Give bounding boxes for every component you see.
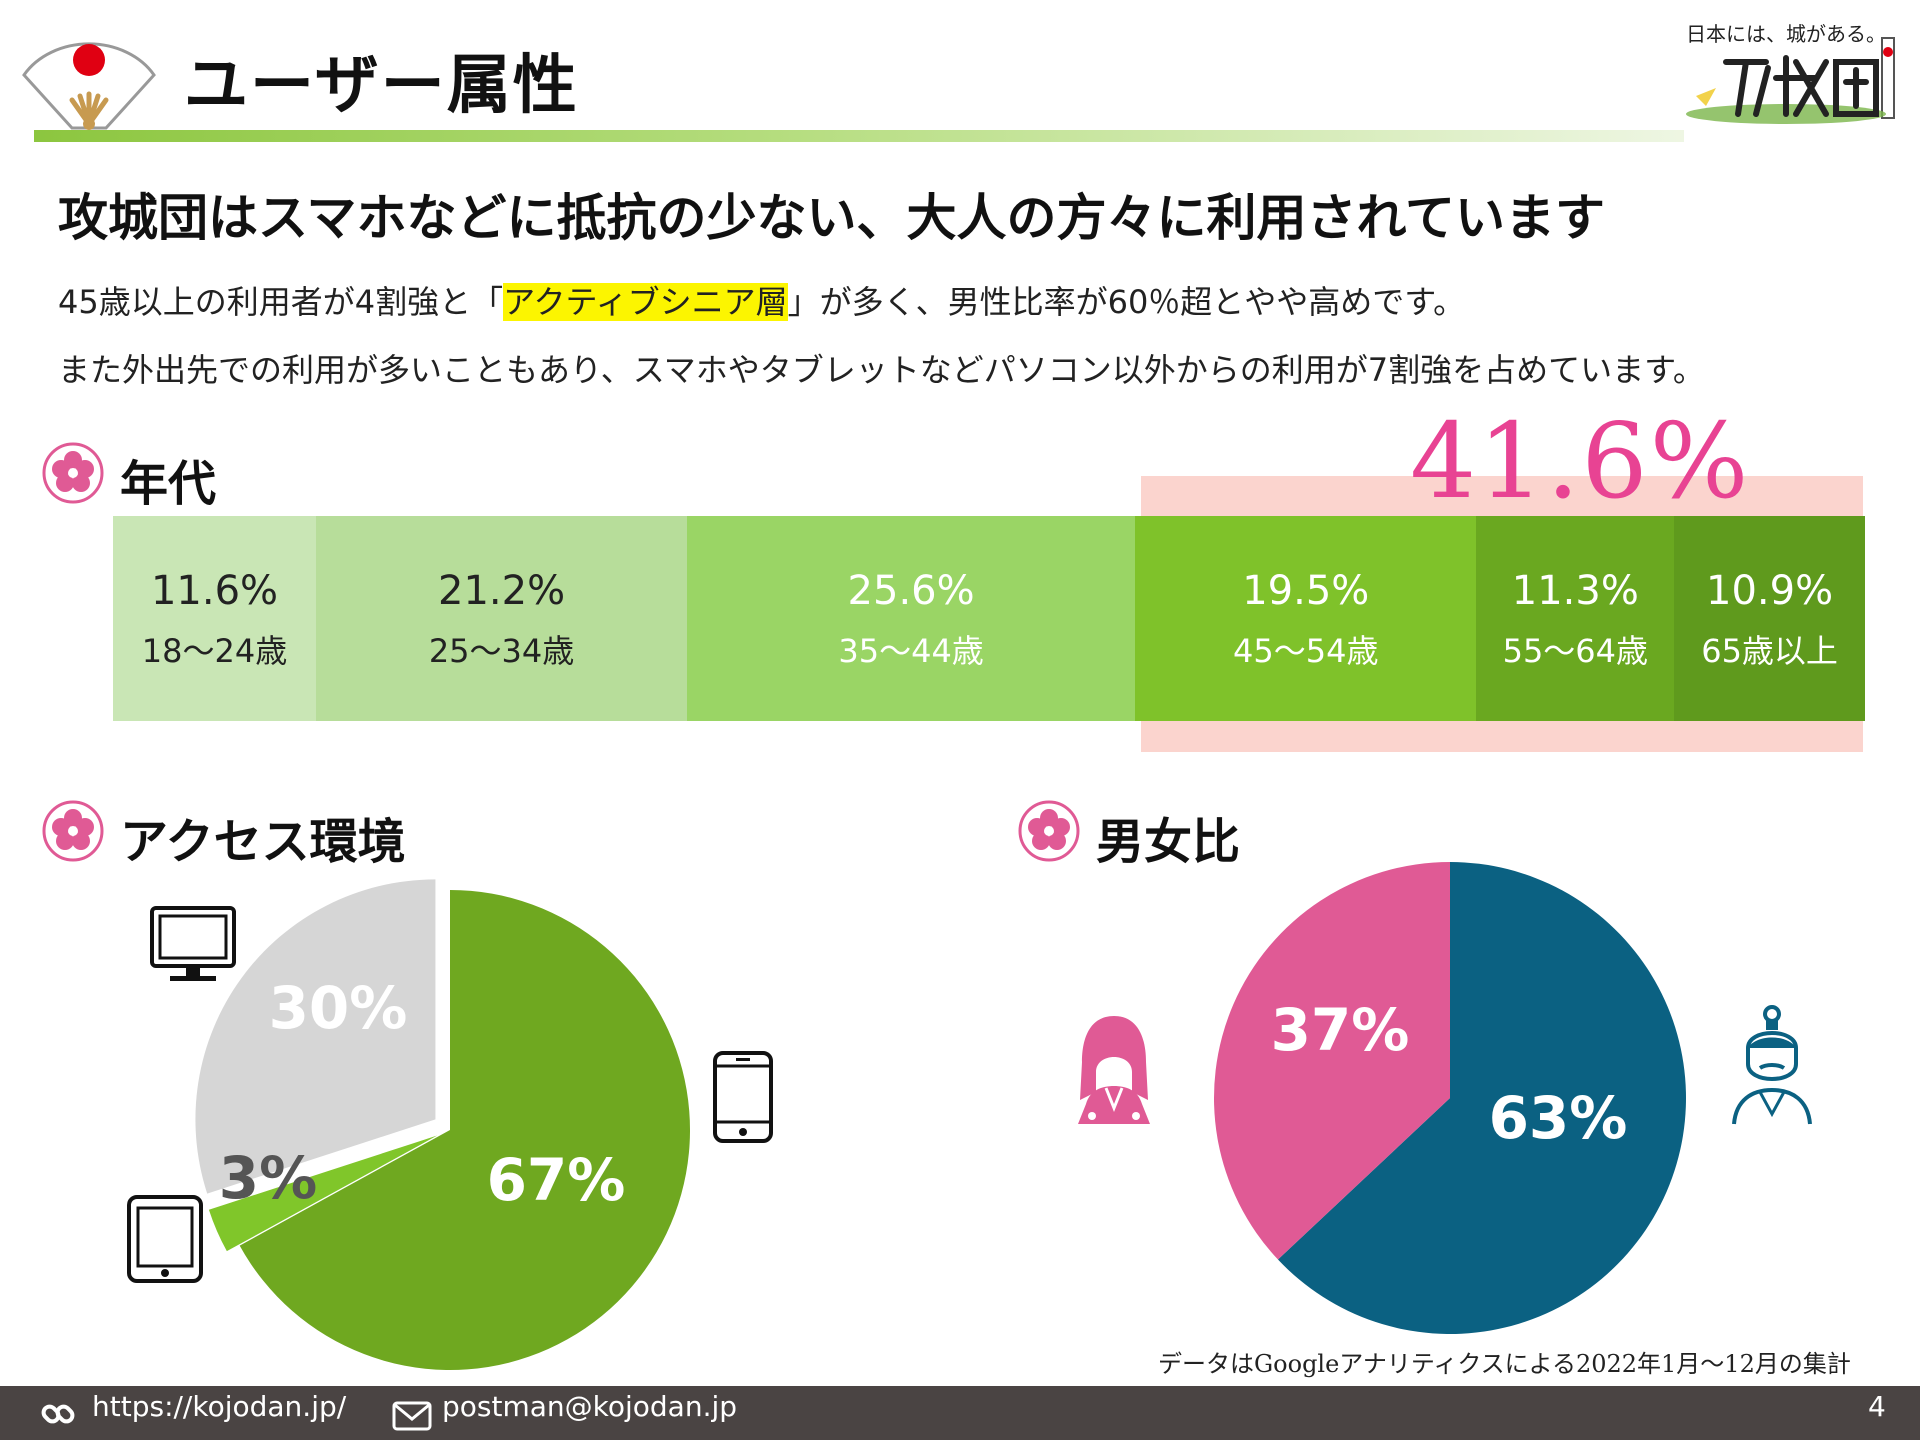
age-distribution-bar: 11.6% 18～24歳 21.2% 25～34歳 25.6% 35～44歳 19.5% 45… [113, 516, 1865, 721]
headline: 攻城団はスマホなどに抵抗の少ない、大人の方々に利用されています [58, 189, 1605, 247]
male-samurai-icon [1732, 1005, 1812, 1125]
lead-text: 」が多く、男性比率が60％超とやや高めです。 [787, 283, 1466, 321]
age-bar-value-label: 19.5% [1242, 567, 1370, 614]
age-bar-value-label: 11.6% [150, 567, 279, 614]
age-bar-value-label: 25.6% [847, 567, 975, 614]
access-pie-chart: 67% 3% 30% [195, 879, 690, 1370]
footer-email-link[interactable]: postman@kojodan.jp [442, 1390, 738, 1423]
age-bar-segment: 25.6% 35～44歳 [687, 516, 1136, 721]
age-bar-value-label: 21.2% [438, 567, 566, 614]
pie-slice [239, 890, 690, 1370]
plum-blossom-icon [42, 800, 104, 862]
page-title: ユーザー属性 [184, 49, 579, 123]
pie-slice [195, 879, 436, 1194]
age-bar-category-label: 65歳以上 [1701, 631, 1838, 670]
female-icon [1078, 1016, 1150, 1124]
section-title-access: アクセス環境 [120, 814, 406, 870]
data-source-note: データはGoogleアナリティクスによる2022年1月～12月の集計 [1158, 1350, 1851, 1378]
senior-share-value: 41.6% [1410, 400, 1751, 522]
age-bar-value-label: 11.3% [1511, 567, 1639, 614]
age-bar-segment: 21.2% 25～34歳 [316, 516, 688, 721]
section-title-gender: 男女比 [1096, 814, 1241, 870]
link-icon [41, 1404, 75, 1424]
age-bar-value-label: 10.9% [1706, 567, 1834, 614]
lead-line-2: また外出先での利用が多いこともあり、スマホやタブレットなどパソコン以外からの利用… [58, 351, 1705, 389]
age-bar-category-label: 35～44歳 [838, 631, 984, 670]
pie-slice-label: 3% [219, 1144, 317, 1212]
lead-line-1: 45歳以上の利用者が4割強と「アクティブシニア層」が多く、男性比率が60％超とや… [58, 277, 1465, 323]
plum-blossom-icon [42, 442, 104, 504]
smartphone-icon [713, 1051, 773, 1143]
pie-slice [1214, 862, 1450, 1260]
age-bar-segment: 19.5% 45～54歳 [1135, 516, 1477, 721]
highlighted-phrase: アクティブシニア層 [503, 283, 788, 321]
pie-slice-label: 30% [269, 974, 408, 1042]
pie-slice-label: 37% [1271, 996, 1410, 1064]
gender-pie-chart: 63% 37% [1214, 862, 1686, 1334]
logo-tagline: 日本には、城がある。 [1686, 22, 1886, 46]
age-bar-category-label: 25～34歳 [428, 631, 575, 670]
mail-icon [392, 1401, 432, 1431]
pie-slice [208, 1135, 438, 1252]
kojodan-logo [1686, 37, 1895, 124]
footer-bar [0, 1386, 1920, 1440]
section-title-age: 年代 [120, 456, 217, 512]
lead-text: 45歳以上の利用者が4割強と「 [58, 283, 504, 321]
age-bar-category-label: 18～24歳 [141, 631, 288, 670]
page-number: 4 [1868, 1390, 1886, 1423]
plum-blossom-icon [1018, 800, 1080, 862]
footer-url-link[interactable]: https://kojodan.jp/ [92, 1390, 347, 1423]
title-divider [34, 130, 1684, 142]
age-bar-segment: 11.6% 18～24歳 [113, 516, 317, 721]
age-bar-segment: 11.3% 55～64歳 [1476, 516, 1675, 721]
pie-slice-label: 63% [1489, 1084, 1628, 1152]
tablet-icon [127, 1195, 203, 1283]
desktop-icon [150, 906, 236, 981]
age-bar-category-label: 55～64歳 [1502, 631, 1649, 670]
age-bar-category-label: 45～54歳 [1233, 631, 1379, 670]
folding-fan-icon [22, 42, 156, 130]
age-bar-segment: 10.9% 65歳以上 [1674, 516, 1865, 721]
pie-slice-label: 67% [487, 1146, 626, 1214]
pie-slice [1277, 862, 1686, 1334]
